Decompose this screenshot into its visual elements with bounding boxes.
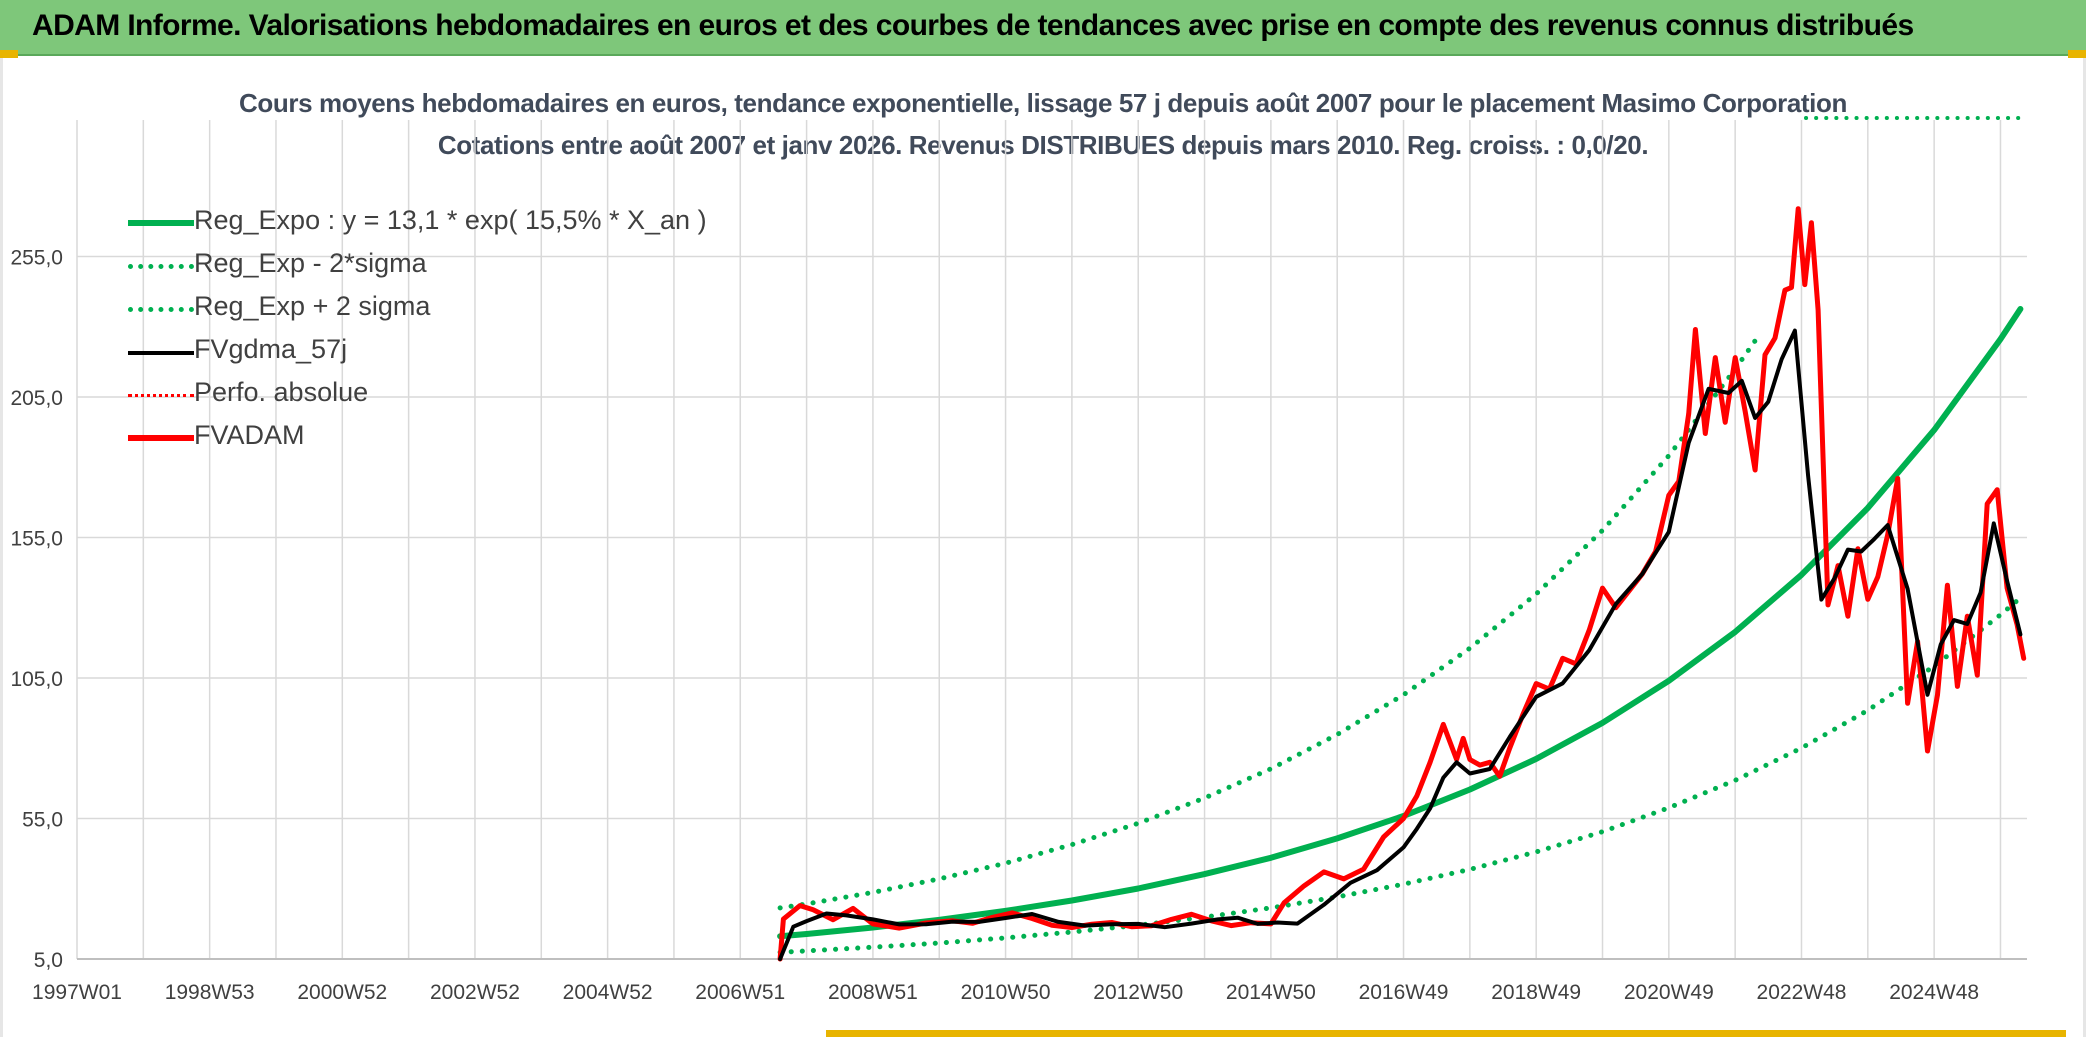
series-layer xyxy=(777,206,2027,962)
legend-swatch-reg-plus xyxy=(128,307,194,312)
x-tick-label: 2014W50 xyxy=(1226,981,1316,1004)
x-tick-label: 1998W53 xyxy=(165,981,255,1004)
series-line-upper xyxy=(777,338,1758,911)
chart-frame xyxy=(0,58,2086,1037)
report-header: ADAM Informe. Valorisations hebdomadaire… xyxy=(0,0,2086,56)
axes: 5,0 55,0 105,0 155,0 205,0 255,0 1997W01 1998W5… xyxy=(10,246,2027,1004)
chart-subtitle: Cotations entre août 2007 et janv 2026. … xyxy=(437,130,1649,160)
x-tick-label: 2016W49 xyxy=(1359,981,1449,1004)
x-tick-label: 2010W50 xyxy=(961,981,1051,1004)
series-line-smooth xyxy=(778,328,2023,961)
header-accent-left xyxy=(0,50,18,58)
legend-label-reg-plus: Reg_Exp + 2 sigma xyxy=(194,291,431,321)
report-title: ADAM Informe. Valorisations hebdomadaire… xyxy=(32,9,1914,42)
legend-swatch-reg-expo xyxy=(128,220,194,226)
y-tick-label: 205,0 xyxy=(10,387,63,410)
x-tick-label: 2008W51 xyxy=(828,981,918,1004)
footer-accent xyxy=(826,1030,2066,1037)
x-tick-label: 1997W01 xyxy=(32,981,122,1004)
x-tick-label: 2004W52 xyxy=(563,981,653,1004)
legend-label-fvadam: FVADAM xyxy=(194,420,305,450)
x-tick-label: 2012W50 xyxy=(1093,981,1183,1004)
x-tick-label: 2000W52 xyxy=(297,981,387,1004)
x-tick-label: 2020W49 xyxy=(1624,981,1714,1004)
series-line-lower xyxy=(777,595,2023,955)
x-tick-label: 2002W52 xyxy=(430,981,520,1004)
chart-title: Cours moyens hebdomadaires en euros, ten… xyxy=(239,88,1847,118)
legend-label-reg-expo: Reg_Expo : y = 13,1 * exp( 15,5% * X_an … xyxy=(194,205,707,235)
legend-swatch-fvadam xyxy=(128,435,194,441)
legend-label-reg-minus: Reg_Exp - 2*sigma xyxy=(194,248,427,278)
y-tick-label: 5,0 xyxy=(34,949,63,972)
legend-label-perfo: Perfo. absolue xyxy=(194,377,369,407)
y-tick-label: 155,0 xyxy=(10,527,63,550)
legend-swatch-perfo xyxy=(128,394,194,397)
header-accent-right xyxy=(2068,50,2086,58)
grid-lines xyxy=(76,120,2027,960)
legend-label-fvgdma: FVgdma_57j xyxy=(194,334,348,364)
series-line-trend xyxy=(777,306,2024,940)
x-tick-label: 2024W48 xyxy=(1889,981,1979,1004)
x-tick-label: 2022W48 xyxy=(1757,981,1847,1004)
y-tick-label: 105,0 xyxy=(10,668,63,691)
y-tick-label: 55,0 xyxy=(22,808,63,831)
legend-swatch-reg-minus xyxy=(128,264,194,269)
x-tick-label: 2018W49 xyxy=(1491,981,1581,1004)
legend-swatch-fvgdma xyxy=(128,351,194,355)
y-tick-label: 255,0 xyxy=(10,246,63,269)
x-tick-label: 2006W51 xyxy=(695,981,785,1004)
